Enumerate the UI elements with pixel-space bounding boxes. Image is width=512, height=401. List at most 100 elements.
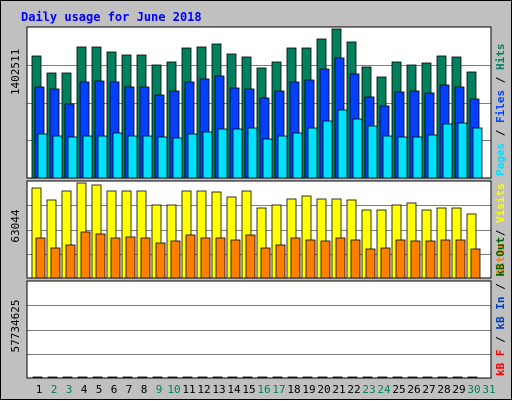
bar-sites-day-14 — [230, 239, 241, 279]
x-tick-label-day-23: 23 — [362, 383, 375, 396]
y-max-label: 63044 — [9, 209, 22, 242]
x-tick-label-day-6: 6 — [111, 383, 118, 396]
legend-part: / — [494, 123, 507, 143]
bar-kb-f-day-8 — [137, 376, 148, 379]
bar-kb-f-day-13 — [212, 376, 223, 379]
x-tick-label-day-27: 27 — [422, 383, 435, 396]
bar-pages-day-8 — [142, 135, 153, 179]
legend-part: kB Out — [494, 237, 507, 277]
x-tick-label-day-10: 10 — [167, 383, 180, 396]
bar-sites-day-29 — [455, 239, 466, 279]
legend: Sites / Visits — [494, 183, 507, 276]
legend-part: / — [494, 70, 507, 90]
legend-part: Hits — [494, 44, 507, 71]
x-tick-label-day-9: 9 — [156, 383, 163, 396]
x-tick-label-day-20: 20 — [317, 383, 330, 396]
x-tick-label-day-7: 7 — [126, 383, 133, 396]
legend-part: kB F — [494, 350, 507, 377]
bar-pages-day-11 — [187, 133, 198, 179]
x-tick-label-day-24: 24 — [377, 383, 391, 396]
bar-sites-day-24 — [380, 247, 391, 279]
legend: Pages / Files / Hits — [494, 44, 507, 177]
y-max-label: 57734625 — [9, 300, 22, 353]
bar-pages-day-17 — [277, 135, 288, 179]
bar-sites-day-2 — [50, 247, 61, 279]
bar-sites-day-7 — [125, 236, 136, 279]
bar-kb-f-day-24 — [377, 376, 388, 379]
bar-sites-day-16 — [260, 247, 271, 279]
bar-sites-day-9 — [155, 242, 166, 279]
bar-pages-day-3 — [67, 136, 78, 179]
bar-kb-f-day-10 — [167, 376, 178, 379]
bar-sites-day-19 — [305, 239, 316, 279]
bar-pages-day-1 — [37, 133, 48, 179]
bar-kb-f-day-16 — [257, 376, 268, 379]
bar-pages-day-20 — [322, 120, 333, 179]
bar-pages-day-22 — [352, 118, 363, 179]
bar-sites-day-15 — [245, 234, 256, 279]
x-tick-label-day-13: 13 — [212, 383, 225, 396]
bar-pages-day-23 — [367, 125, 378, 179]
x-tick-label-day-22: 22 — [347, 383, 360, 396]
legend-part: Pages — [494, 143, 507, 176]
bar-kb-f-day-28 — [437, 376, 448, 379]
legend-part: / — [494, 277, 507, 297]
bar-pages-day-12 — [202, 131, 213, 179]
bar-kb-f-day-21 — [332, 376, 343, 379]
x-tick-label-day-4: 4 — [81, 383, 88, 396]
bar-pages-day-10 — [172, 137, 183, 179]
y-max-label: 1402511 — [9, 49, 22, 95]
bar-sites-day-13 — [215, 237, 226, 279]
x-tick-label-day-2: 2 — [51, 383, 58, 396]
bar-sites-day-25 — [395, 239, 406, 279]
bar-sites-day-20 — [320, 240, 331, 279]
x-tick-label-day-29: 29 — [452, 383, 465, 396]
panel-visits-sites: 63044 Sites / Visits — [9, 180, 507, 279]
bar-kb-f-day-14 — [227, 376, 238, 379]
bar-kb-f-day-11 — [182, 376, 193, 379]
x-tick-label-day-18: 18 — [287, 383, 300, 396]
bar-sites-day-18 — [290, 237, 301, 279]
bar-sites-day-21 — [335, 237, 346, 279]
legend-part: / — [494, 223, 507, 243]
bar-kb-f-day-22 — [347, 376, 358, 379]
bar-pages-day-27 — [427, 134, 438, 179]
x-tick-label-day-30: 30 — [467, 383, 480, 396]
bar-kb-f-day-4 — [77, 376, 88, 379]
bar-kb-f-day-17 — [272, 376, 283, 379]
x-tick-label-day-16: 16 — [257, 383, 270, 396]
bar-pages-day-25 — [397, 136, 408, 179]
bar-pages-day-18 — [292, 132, 303, 179]
bar-kb-f-day-9 — [152, 376, 163, 379]
bar-kb-f-day-3 — [62, 376, 73, 379]
bar-pages-day-5 — [97, 135, 108, 179]
bar-sites-day-3 — [65, 244, 76, 279]
bar-pages-day-13 — [217, 128, 228, 179]
legend-part: kB In — [494, 297, 507, 330]
x-tick-label-day-31: 31 — [482, 383, 495, 396]
bar-kb-f-day-25 — [392, 376, 403, 379]
bar-pages-day-28 — [442, 123, 453, 179]
bar-sites-day-17 — [275, 244, 286, 279]
bar-kb-f-day-20 — [317, 376, 328, 379]
chart-title: Daily usage for June 2018 — [21, 10, 202, 24]
bar-sites-day-1 — [35, 237, 46, 279]
bar-kb-f-day-2 — [47, 376, 58, 379]
panel-background — [26, 280, 492, 379]
bar-pages-day-9 — [157, 136, 168, 179]
x-tick-label-day-14: 14 — [227, 383, 241, 396]
x-tick-label-day-21: 21 — [332, 383, 345, 396]
legend-part: / — [494, 330, 507, 350]
bar-pages-day-16 — [262, 138, 273, 179]
panel-kbf-kbin-kbout: 57734625 kB F / kB In / kB Out — [9, 237, 507, 379]
bar-sites-day-6 — [110, 237, 121, 279]
bar-kb-f-day-18 — [287, 376, 298, 379]
bar-kb-f-day-1 — [32, 376, 43, 379]
bar-pages-day-29 — [457, 122, 468, 179]
bar-pages-day-21 — [337, 109, 348, 179]
bar-sites-day-27 — [425, 240, 436, 279]
x-tick-label-day-5: 5 — [96, 383, 103, 396]
x-tick-label-day-3: 3 — [66, 383, 73, 396]
